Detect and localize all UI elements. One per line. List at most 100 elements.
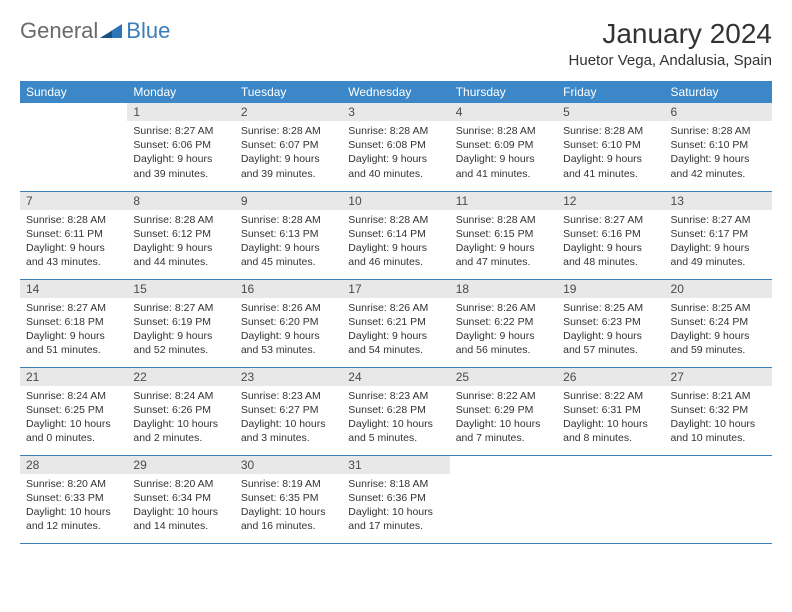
logo-text-general: General [20,18,98,44]
day-number: 1 [127,103,234,121]
sunrise-line: Sunrise: 8:28 AM [26,213,121,227]
weekday-header: Friday [557,81,664,103]
sunset-line: Sunset: 6:14 PM [348,227,443,241]
sunset-line: Sunset: 6:08 PM [348,138,443,152]
daylight-line: Daylight: 10 hours and 5 minutes. [348,417,443,445]
day-number: 23 [235,368,342,386]
day-number: 22 [127,368,234,386]
day-number: 18 [450,280,557,298]
day-number: 20 [665,280,772,298]
calendar-day-cell: 23Sunrise: 8:23 AMSunset: 6:27 PMDayligh… [235,367,342,455]
day-details: Sunrise: 8:23 AMSunset: 6:28 PMDaylight:… [342,386,449,451]
calendar-day-cell: 11Sunrise: 8:28 AMSunset: 6:15 PMDayligh… [450,191,557,279]
day-details: Sunrise: 8:28 AMSunset: 6:09 PMDaylight:… [450,121,557,186]
sunset-line: Sunset: 6:24 PM [671,315,766,329]
weekday-header: Sunday [20,81,127,103]
weekday-header: Saturday [665,81,772,103]
daylight-line: Daylight: 10 hours and 17 minutes. [348,505,443,533]
calendar-empty-cell [557,455,664,543]
day-number: 25 [450,368,557,386]
calendar-day-cell: 22Sunrise: 8:24 AMSunset: 6:26 PMDayligh… [127,367,234,455]
day-number: 10 [342,192,449,210]
calendar-day-cell: 26Sunrise: 8:22 AMSunset: 6:31 PMDayligh… [557,367,664,455]
calendar-day-cell: 20Sunrise: 8:25 AMSunset: 6:24 PMDayligh… [665,279,772,367]
day-number: 31 [342,456,449,474]
sunrise-line: Sunrise: 8:24 AM [133,389,228,403]
day-number: 17 [342,280,449,298]
day-details: Sunrise: 8:25 AMSunset: 6:24 PMDaylight:… [665,298,772,363]
calendar-week-row: 1Sunrise: 8:27 AMSunset: 6:06 PMDaylight… [20,103,772,191]
day-details: Sunrise: 8:20 AMSunset: 6:34 PMDaylight:… [127,474,234,539]
calendar-week-row: 14Sunrise: 8:27 AMSunset: 6:18 PMDayligh… [20,279,772,367]
day-details: Sunrise: 8:28 AMSunset: 6:12 PMDaylight:… [127,210,234,275]
day-number: 19 [557,280,664,298]
daylight-line: Daylight: 9 hours and 54 minutes. [348,329,443,357]
day-number: 3 [342,103,449,121]
day-details: Sunrise: 8:25 AMSunset: 6:23 PMDaylight:… [557,298,664,363]
sunset-line: Sunset: 6:31 PM [563,403,658,417]
day-number: 15 [127,280,234,298]
sunset-line: Sunset: 6:16 PM [563,227,658,241]
day-number: 21 [20,368,127,386]
day-details: Sunrise: 8:22 AMSunset: 6:29 PMDaylight:… [450,386,557,451]
day-details: Sunrise: 8:27 AMSunset: 6:06 PMDaylight:… [127,121,234,186]
sunrise-line: Sunrise: 8:28 AM [348,124,443,138]
day-number: 9 [235,192,342,210]
daylight-line: Daylight: 9 hours and 41 minutes. [456,152,551,180]
day-number: 5 [557,103,664,121]
sunset-line: Sunset: 6:23 PM [563,315,658,329]
sunset-line: Sunset: 6:10 PM [563,138,658,152]
sunset-line: Sunset: 6:36 PM [348,491,443,505]
day-details: Sunrise: 8:28 AMSunset: 6:10 PMDaylight:… [665,121,772,186]
calendar-day-cell: 3Sunrise: 8:28 AMSunset: 6:08 PMDaylight… [342,103,449,191]
sunset-line: Sunset: 6:11 PM [26,227,121,241]
sunset-line: Sunset: 6:32 PM [671,403,766,417]
sunrise-line: Sunrise: 8:20 AM [26,477,121,491]
day-number: 2 [235,103,342,121]
sunrise-line: Sunrise: 8:28 AM [241,213,336,227]
day-details: Sunrise: 8:28 AMSunset: 6:14 PMDaylight:… [342,210,449,275]
day-number: 7 [20,192,127,210]
sunset-line: Sunset: 6:15 PM [456,227,551,241]
calendar-week-row: 7Sunrise: 8:28 AMSunset: 6:11 PMDaylight… [20,191,772,279]
logo: General Blue [20,18,170,44]
calendar-day-cell: 6Sunrise: 8:28 AMSunset: 6:10 PMDaylight… [665,103,772,191]
day-number: 27 [665,368,772,386]
sunset-line: Sunset: 6:18 PM [26,315,121,329]
calendar-day-cell: 2Sunrise: 8:28 AMSunset: 6:07 PMDaylight… [235,103,342,191]
month-title: January 2024 [569,18,772,50]
sunrise-line: Sunrise: 8:22 AM [563,389,658,403]
sunset-line: Sunset: 6:34 PM [133,491,228,505]
day-number: 6 [665,103,772,121]
sunset-line: Sunset: 6:35 PM [241,491,336,505]
sunset-line: Sunset: 6:22 PM [456,315,551,329]
daylight-line: Daylight: 10 hours and 3 minutes. [241,417,336,445]
day-details: Sunrise: 8:28 AMSunset: 6:13 PMDaylight:… [235,210,342,275]
weekday-header: Wednesday [342,81,449,103]
sunset-line: Sunset: 6:29 PM [456,403,551,417]
daylight-line: Daylight: 9 hours and 41 minutes. [563,152,658,180]
sunrise-line: Sunrise: 8:24 AM [26,389,121,403]
sunrise-line: Sunrise: 8:23 AM [348,389,443,403]
day-details: Sunrise: 8:26 AMSunset: 6:20 PMDaylight:… [235,298,342,363]
daylight-line: Daylight: 10 hours and 10 minutes. [671,417,766,445]
header: General Blue January 2024 Huetor Vega, A… [20,18,772,69]
sunrise-line: Sunrise: 8:21 AM [671,389,766,403]
daylight-line: Daylight: 9 hours and 57 minutes. [563,329,658,357]
day-details: Sunrise: 8:27 AMSunset: 6:19 PMDaylight:… [127,298,234,363]
daylight-line: Daylight: 10 hours and 12 minutes. [26,505,121,533]
sunrise-line: Sunrise: 8:28 AM [671,124,766,138]
daylight-line: Daylight: 10 hours and 0 minutes. [26,417,121,445]
sunrise-line: Sunrise: 8:28 AM [456,213,551,227]
sunrise-line: Sunrise: 8:18 AM [348,477,443,491]
sunrise-line: Sunrise: 8:28 AM [456,124,551,138]
sunrise-line: Sunrise: 8:25 AM [671,301,766,315]
sunset-line: Sunset: 6:07 PM [241,138,336,152]
day-details: Sunrise: 8:22 AMSunset: 6:31 PMDaylight:… [557,386,664,451]
daylight-line: Daylight: 9 hours and 46 minutes. [348,241,443,269]
calendar-day-cell: 25Sunrise: 8:22 AMSunset: 6:29 PMDayligh… [450,367,557,455]
weekday-header: Tuesday [235,81,342,103]
daylight-line: Daylight: 9 hours and 47 minutes. [456,241,551,269]
logo-text-blue: Blue [126,18,170,44]
daylight-line: Daylight: 10 hours and 14 minutes. [133,505,228,533]
